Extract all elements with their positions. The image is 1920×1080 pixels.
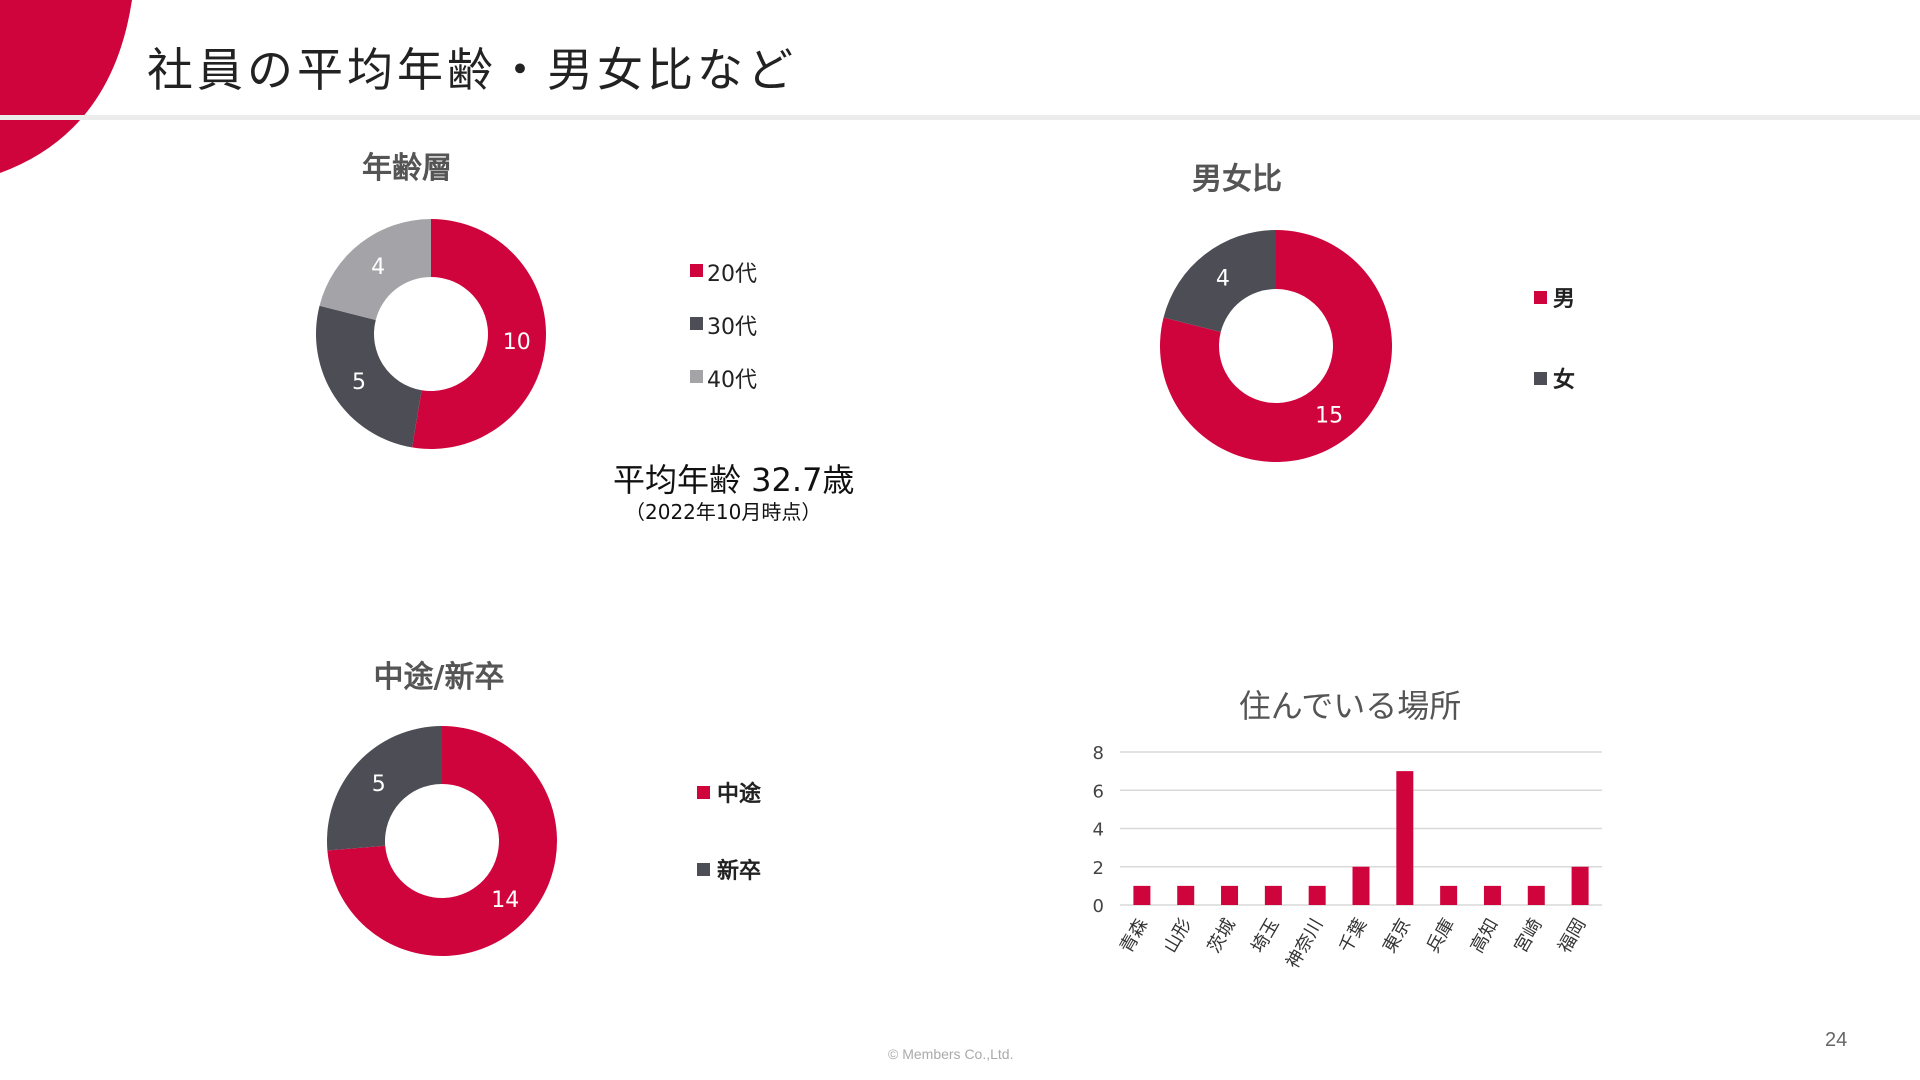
legend-label-female: 女 [1553, 367, 1575, 393]
legend-swatch-new-grad [697, 863, 710, 876]
legend-label-male: 男 [1553, 287, 1575, 312]
bar [1396, 771, 1414, 905]
age-legend: 20代 30代 40代 [690, 262, 757, 393]
age-slice-0 [412, 219, 547, 450]
legend-label-20s: 20代 [707, 262, 757, 287]
age-chart-title: 年齢層 [362, 151, 452, 186]
hire-type-slice-label-1: 5 [372, 772, 386, 797]
page-title: 社員の平均年齢・男女比など [147, 43, 797, 97]
copyright-footer: © Members Co.,Ltd. [888, 1046, 1014, 1062]
y-tick-label: 0 [1093, 896, 1104, 917]
hire-type-slice-0 [327, 726, 557, 956]
legend-label-40s: 40代 [707, 368, 757, 393]
bar [1308, 885, 1326, 905]
x-tick-label: 青森 [1116, 915, 1152, 957]
legend-swatch-30s [690, 317, 703, 330]
x-tick-label: 福岡 [1554, 915, 1590, 957]
gender-legend: 男 女 [1534, 287, 1575, 393]
y-tick-label: 6 [1093, 781, 1104, 802]
x-tick-label: 神奈川 [1282, 915, 1327, 972]
y-tick-label: 8 [1093, 743, 1104, 764]
hire-type-slice-1 [327, 726, 442, 851]
average-age: 平均年齢 32.7歳 [613, 461, 855, 499]
gender-chart: 男女比 15 4 男 女 [1159, 162, 1575, 462]
page-number: 24 [1825, 1029, 1848, 1051]
gender-chart-title: 男女比 [1192, 162, 1282, 197]
legend-label-mid-career: 中途 [717, 781, 762, 807]
gender-slice-label-0: 15 [1315, 403, 1343, 428]
x-tick-label: 茨城 [1204, 915, 1240, 957]
bar [1571, 866, 1589, 905]
legend-swatch-20s [690, 264, 703, 277]
age-slice-label-0: 10 [503, 330, 531, 355]
legend-swatch-female [1534, 372, 1547, 385]
bar [1483, 885, 1501, 905]
y-tick-label: 2 [1093, 858, 1104, 879]
x-tick-label: 千葉 [1335, 915, 1371, 957]
legend-swatch-male [1534, 291, 1547, 304]
x-tick-label: 埼玉 [1248, 915, 1284, 957]
bar [1133, 885, 1151, 905]
legend-label-30s: 30代 [707, 315, 757, 340]
bar [1221, 885, 1239, 905]
bar [1177, 885, 1195, 905]
hire-type-donut: 14 5 [327, 726, 557, 956]
bar [1527, 885, 1545, 905]
age-donut: 10 5 4 [316, 219, 547, 450]
legend-swatch-40s [690, 370, 703, 383]
legend-swatch-mid-career [697, 786, 710, 799]
age-slice-label-1: 5 [352, 370, 366, 395]
bar [1440, 885, 1458, 905]
hire-type-legend: 中途 新卒 [697, 781, 762, 884]
gender-slice-0 [1159, 230, 1392, 462]
bar [1352, 866, 1370, 905]
hire-type-chart-title: 中途/新卒 [374, 660, 505, 695]
age-slice-1 [316, 305, 422, 448]
average-age-note: （2022年10月時点） [625, 500, 822, 524]
x-tick-label: 兵庫 [1423, 915, 1459, 957]
legend-label-new-grad: 新卒 [717, 858, 761, 884]
hire-type-slice-label-0: 14 [491, 888, 519, 913]
x-tick-label: 山形 [1160, 915, 1196, 957]
gender-slice-label-1: 4 [1216, 267, 1230, 292]
gender-donut: 15 4 [1159, 230, 1392, 462]
age-chart: 年齢層 10 5 4 20代 30代 40代 [316, 151, 757, 450]
y-tick-label: 4 [1093, 820, 1104, 841]
hire-type-chart: 中途/新卒 14 5 中途 新卒 [327, 660, 762, 956]
age-slice-2 [319, 219, 431, 321]
gender-slice-1 [1163, 230, 1276, 333]
residence-chart-title: 住んでいる場所 [1239, 687, 1461, 725]
x-tick-label: 東京 [1379, 915, 1415, 957]
title-divider [0, 115, 1920, 120]
bar [1264, 885, 1282, 905]
corner-accent [0, 0, 132, 173]
x-tick-label: 高知 [1467, 915, 1503, 957]
x-tick-label: 宮崎 [1510, 915, 1546, 957]
age-slice-label-2: 4 [371, 255, 385, 280]
